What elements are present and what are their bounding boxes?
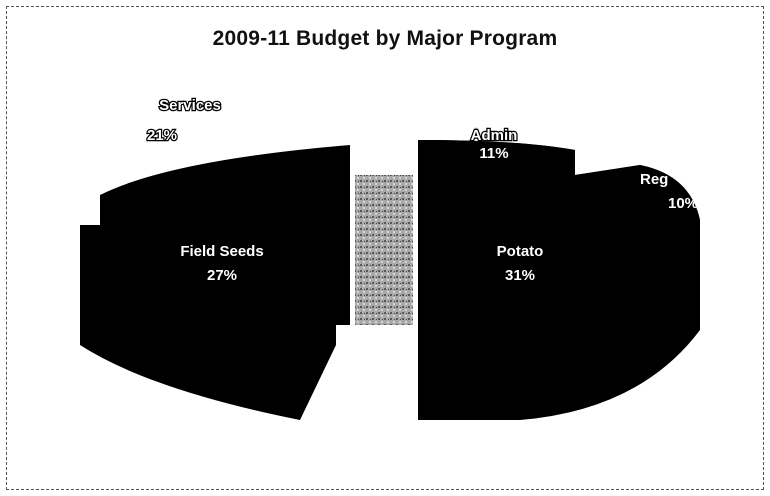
label-potato: Potato <box>497 243 544 260</box>
label-admin: Admin <box>471 127 518 144</box>
label-potato-pct: 31% <box>505 267 535 284</box>
label-field-seeds-pct: 27% <box>207 267 237 284</box>
label-services: Services <box>159 97 221 114</box>
label-reg: Reg <box>640 171 668 188</box>
slice-services <box>100 145 350 230</box>
chart-title: 2009-11 Budget by Major Program <box>212 27 558 50</box>
center-gap-noise <box>355 175 413 325</box>
slice-admin <box>418 140 575 190</box>
slice-field-seeds <box>80 225 350 420</box>
label-admin-pct: 11% <box>479 145 508 162</box>
label-reg-pct: 10% <box>668 195 698 212</box>
label-field-seeds: Field Seeds <box>180 243 263 260</box>
label-services-pct: 21% <box>147 127 177 144</box>
slice-reg <box>575 165 700 235</box>
